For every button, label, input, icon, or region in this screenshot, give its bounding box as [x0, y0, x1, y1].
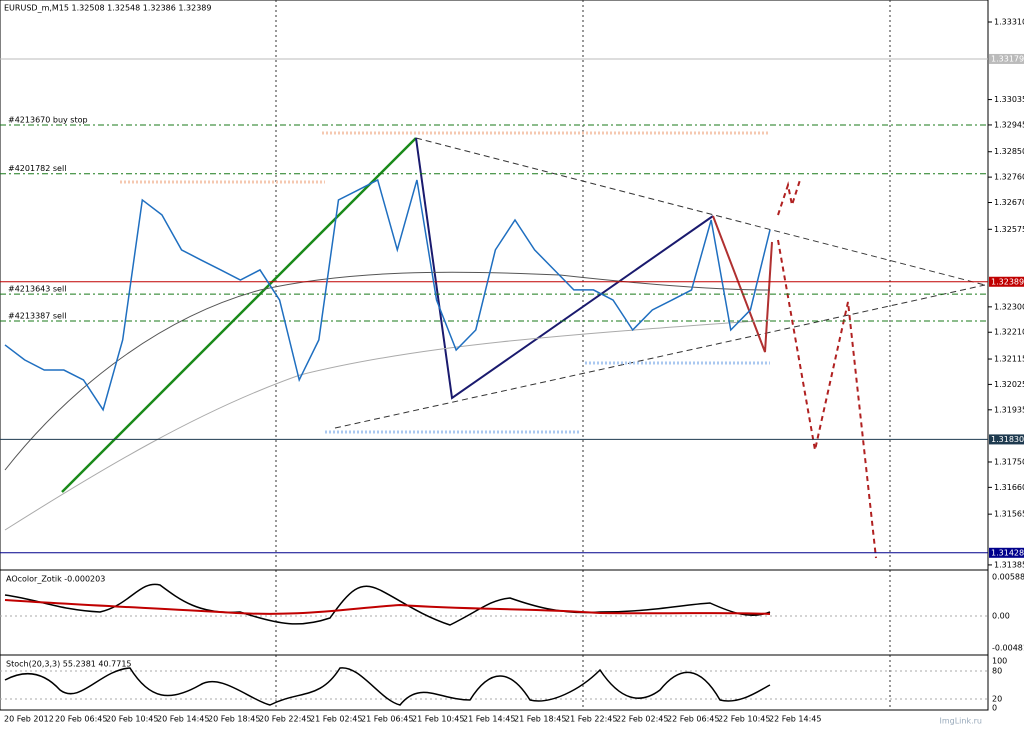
x-tick-label: 20 Feb 06:45	[55, 715, 107, 724]
x-tick-label: 20 Feb 2012	[4, 715, 54, 724]
price-label: 1.31830	[991, 435, 1024, 444]
ao-tick-label: 0.005888	[992, 573, 1024, 582]
stoch-indicator	[0, 667, 988, 706]
x-tick-label: 20 Feb 22:45	[259, 715, 311, 724]
drawings	[4, 131, 986, 559]
y-tick-label: 1.32025	[994, 380, 1024, 389]
chart-title: EURUSD_m,M15 1.32508 1.32548 1.32386 1.3…	[4, 4, 211, 13]
price-label-box	[989, 547, 1024, 558]
watermark: ImgLink.ru	[939, 717, 982, 726]
stoch-tick-label: 100	[992, 657, 1007, 666]
vertical-grid	[275, 0, 891, 710]
y-tick-label: 1.31935	[994, 405, 1024, 414]
x-tick-label: 21 Feb 14:45	[463, 715, 515, 724]
y-tick-label: 1.33035	[994, 95, 1024, 104]
x-tick-label: 22 Feb 06:45	[667, 715, 719, 724]
y-tick-label: 1.32945	[994, 120, 1024, 129]
x-tick-label: 22 Feb 10:45	[718, 715, 770, 724]
order-label: #4213387 sell	[8, 311, 66, 320]
indicator-title: AOcolor_Zotik -0.000203	[6, 575, 105, 584]
order-label: #4213670 buy stop	[8, 115, 88, 124]
stoch-tick-label: 20	[992, 695, 1002, 704]
price-label: 1.31428	[991, 548, 1024, 557]
y-tick-label: 1.32850	[994, 147, 1024, 156]
y-tick-label: 1.32670	[994, 198, 1024, 207]
indicator-title: Stoch(20,3,3) 55.2381 40.7715	[6, 660, 132, 669]
ao-tick-label: 0.00	[992, 612, 1010, 621]
stoch-tick-label: 0	[992, 704, 997, 713]
x-tick-label: 21 Feb 18:45	[514, 715, 566, 724]
x-tick-label: 20 Feb 18:45	[208, 715, 260, 724]
price-label-box	[989, 434, 1024, 445]
price-label-box	[989, 276, 1024, 287]
x-tick-label: 21 Feb 22:45	[565, 715, 617, 724]
y-tick-label: 1.32210	[994, 328, 1024, 337]
x-tick-label: 22 Feb 02:45	[616, 715, 668, 724]
y-tick-label: 1.32575	[994, 225, 1024, 234]
x-tick-label: 21 Feb 06:45	[361, 715, 413, 724]
stoch-tick-label: 80	[992, 667, 1002, 676]
x-tick-label: 20 Feb 10:45	[106, 715, 158, 724]
y-tick-label: 1.31565	[994, 510, 1024, 519]
order-label: #4201782 sell	[8, 164, 66, 173]
y-tick-label: 1.32760	[994, 173, 1024, 182]
y-tick-label: 1.31660	[994, 483, 1024, 492]
x-tick-label: 20 Feb 14:45	[157, 715, 209, 724]
y-tick-label: 1.32300	[994, 302, 1024, 311]
price-label-box	[989, 53, 1024, 64]
y-tick-label: 1.33310	[994, 17, 1024, 26]
price-label: 1.32389	[991, 277, 1024, 286]
ao-indicator	[0, 583, 988, 626]
order-label: #4213643 sell	[8, 285, 66, 294]
price-label: 1.33179	[991, 54, 1024, 63]
y-tick-label: 1.31385	[994, 560, 1024, 569]
frame	[0, 0, 989, 711]
price-line-series	[4, 178, 771, 412]
y-tick-label: 1.32115	[994, 355, 1024, 364]
y-tick-label: 1.31750	[994, 457, 1024, 466]
x-tick-label: 21 Feb 02:45	[310, 715, 362, 724]
x-tick-label: 21 Feb 10:45	[412, 715, 464, 724]
x-tick-label: 22 Feb 14:45	[769, 715, 821, 724]
